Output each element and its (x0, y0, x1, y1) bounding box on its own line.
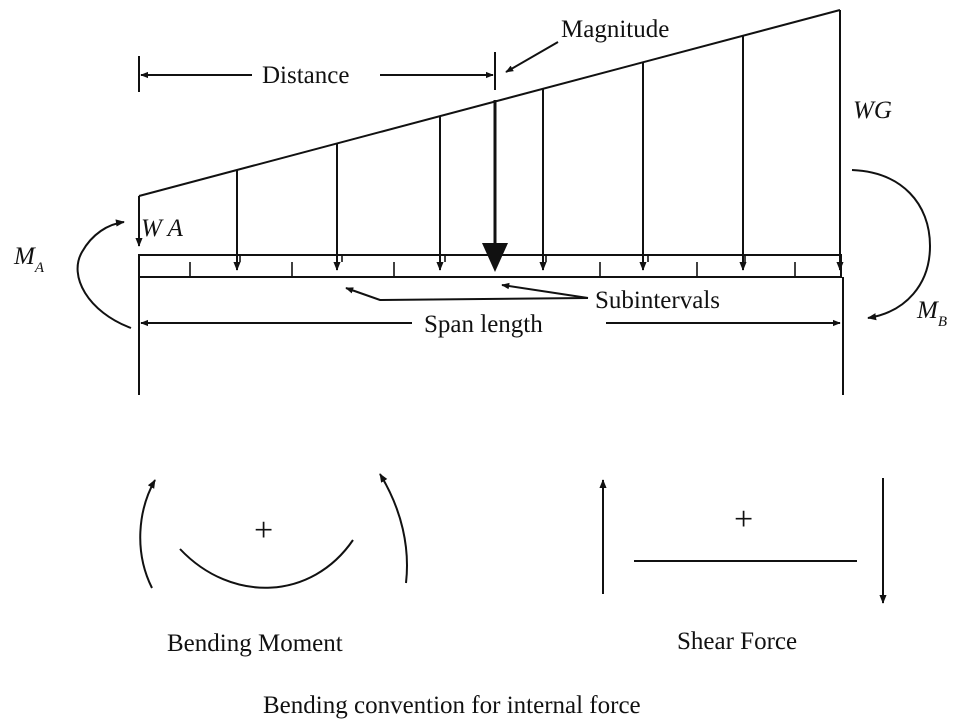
diagram-caption: Bending convention for internal force (263, 692, 641, 719)
subintervals-leader-right (501, 282, 589, 299)
magnitude-leader (505, 41, 559, 73)
ma-label-main: M (13, 243, 36, 270)
subintervals-label: Subintervals (595, 287, 720, 314)
magnitude-arrow-head (482, 243, 508, 272)
shear-plus-sign: + (734, 501, 753, 538)
mb-label: MB (916, 297, 947, 330)
bending-moment-label: Bending Moment (167, 630, 343, 657)
bending-curve (179, 539, 354, 589)
mb-moment-arrow (851, 169, 932, 321)
span-length-label: Span length (424, 311, 543, 338)
load-arrows (233, 10, 844, 271)
beam-subinterval-ticks (189, 255, 796, 277)
wa-label: W A (141, 215, 184, 242)
ma-moment-arrow (76, 219, 132, 329)
mb-label-sub: B (938, 314, 947, 330)
shear-force-label: Shear Force (677, 628, 797, 655)
magnitude-label: Magnitude (561, 16, 669, 43)
mb-label-main: M (916, 297, 939, 324)
bending-plus-sign: + (254, 512, 273, 549)
load-top-edge (138, 9, 841, 197)
bending-arrow-left (139, 479, 156, 589)
wg-label: WG (853, 97, 892, 124)
distance-label: Distance (262, 62, 349, 89)
bending-arrow-right (379, 473, 408, 584)
ma-label: MA (13, 243, 45, 276)
subintervals-leader-left (345, 287, 589, 302)
ma-label-sub: A (34, 260, 45, 276)
beam (138, 254, 842, 278)
